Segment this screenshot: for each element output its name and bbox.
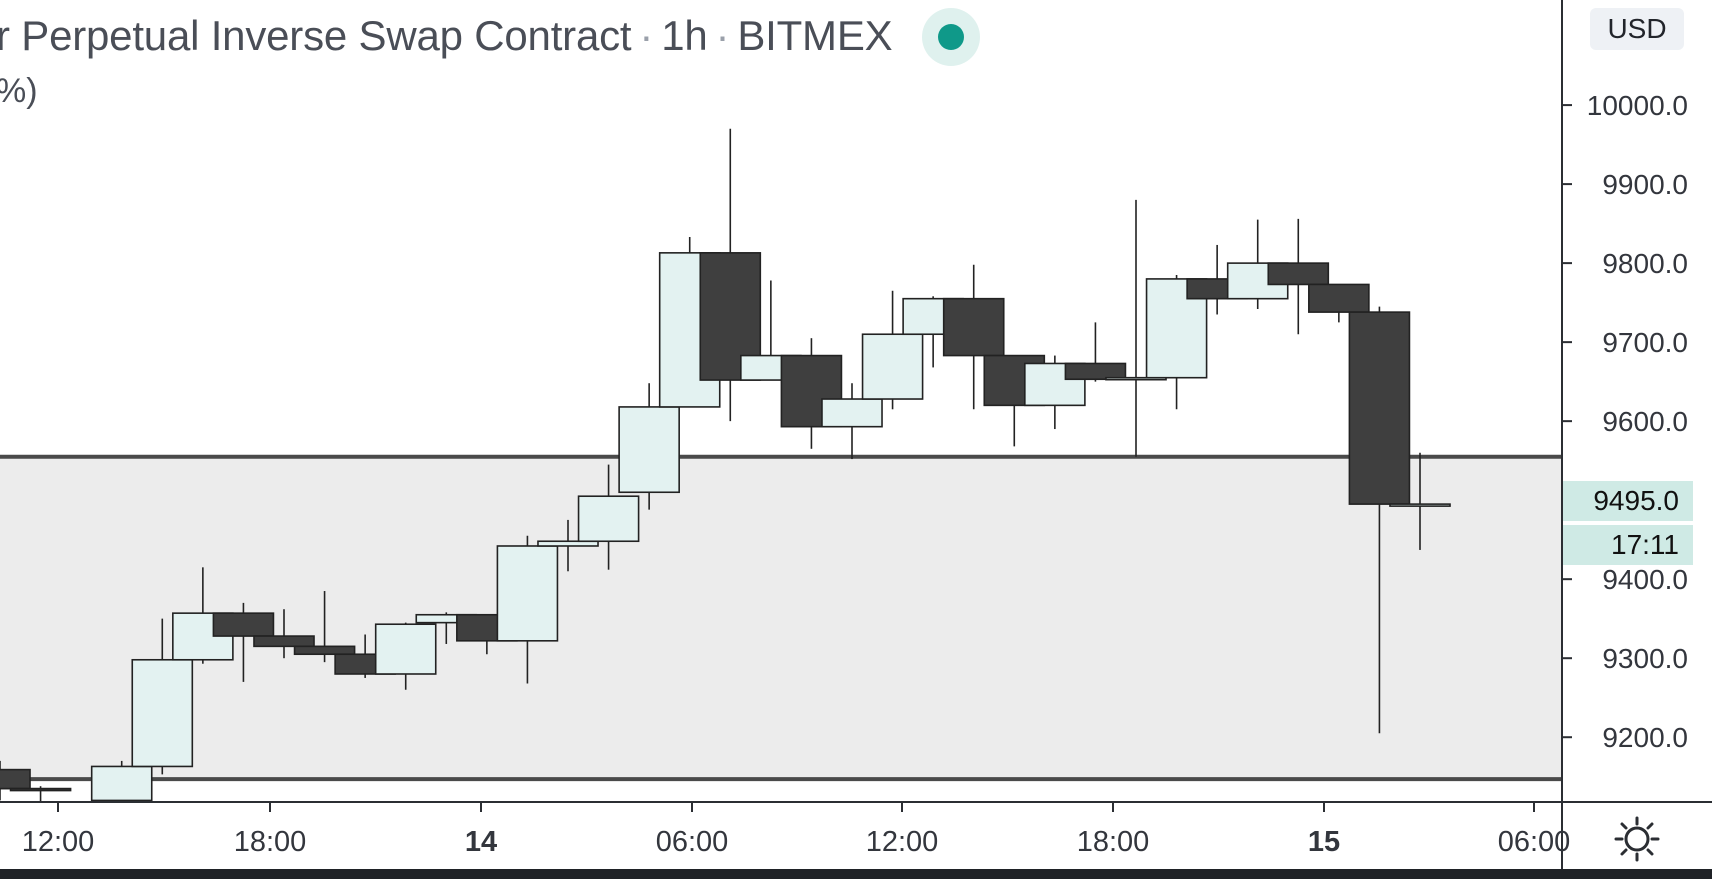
candle-body: [577, 495, 640, 543]
candle-body: [861, 333, 924, 400]
chart-title: r Perpetual Inverse Swap Contract · 1h · BIT…: [0, 12, 893, 60]
candle: [0, 760, 31, 801]
live-dot-icon: [938, 24, 964, 50]
time-axis-label: 06:00: [656, 826, 729, 858]
currency-button[interactable]: USD: [1590, 8, 1684, 50]
candle-body: [1064, 362, 1127, 381]
candle-body: [1389, 503, 1451, 507]
candle: [212, 602, 275, 682]
candle: [1267, 218, 1330, 335]
candles: [0, 128, 1451, 802]
candle: [861, 290, 924, 410]
interval-label[interactable]: 1h: [661, 12, 708, 59]
candle-body: [1348, 311, 1411, 505]
time-axis-label: 15: [1308, 826, 1340, 858]
candle-body: [1105, 376, 1167, 381]
time-axis-label: 12:00: [22, 826, 95, 858]
price-axis-label: 9200.0: [1602, 722, 1688, 753]
price-axis-label: 9600.0: [1602, 406, 1688, 437]
candle: [1348, 306, 1411, 734]
candle-body: [618, 406, 680, 494]
candle: [577, 464, 640, 570]
candle: [1389, 452, 1451, 550]
price-axis-label: 10000.0: [1587, 90, 1688, 121]
time-axis-label: 18:00: [1077, 826, 1150, 858]
candle: [90, 760, 153, 802]
bottom-bar: [0, 869, 1712, 879]
time-axis-label: 12:00: [866, 826, 939, 858]
candle-body: [1267, 262, 1330, 286]
candle-body: [131, 658, 194, 768]
candle-body: [1308, 283, 1370, 313]
title-separator: ·: [639, 12, 654, 59]
candle: [942, 264, 1005, 410]
candle: [537, 519, 599, 572]
price-axis: 10000.0 9900.0 9800.0 9700.0 9600.0 9400.0 930…: [1562, 90, 1688, 753]
candle: [374, 622, 437, 690]
candle-body: [496, 545, 559, 642]
candle-body: [0, 768, 31, 790]
candle-body: [821, 398, 883, 428]
candle: [293, 591, 356, 663]
candle-body: [537, 540, 599, 547]
price-axis-label: 9900.0: [1602, 169, 1688, 200]
price-axis-label: 9700.0: [1602, 327, 1688, 358]
settings-icon[interactable]: [1612, 814, 1662, 864]
candle: [618, 383, 680, 510]
candle-body: [9, 787, 72, 792]
price-axis-label: 9800.0: [1602, 248, 1688, 279]
exchange-label: BITMEX: [737, 12, 893, 59]
candle: [496, 535, 559, 684]
candle-body: [374, 623, 437, 675]
candle: [1105, 199, 1167, 457]
candle: [131, 618, 194, 775]
title-separator: ·: [715, 12, 730, 59]
bar-countdown-label: 17:11: [1563, 525, 1693, 565]
candle-body: [253, 635, 315, 648]
candle: [1064, 322, 1127, 382]
indicator-legend: %): [0, 72, 38, 110]
market-status-indicator[interactable]: [922, 8, 980, 66]
candle: [9, 786, 72, 802]
candle: [780, 338, 843, 449]
candle: [1308, 283, 1370, 323]
candle: [821, 383, 883, 460]
candle: [253, 609, 315, 659]
symbol-title: r Perpetual Inverse Swap Contract: [0, 12, 632, 59]
time-axis-label: 18:00: [234, 826, 307, 858]
candle-body: [293, 645, 356, 656]
candle-body: [212, 612, 275, 637]
price-axis-label: 9300.0: [1602, 643, 1688, 674]
candle-body: [942, 297, 1005, 357]
candle-body: [90, 765, 153, 802]
last-price-label: 9495.0: [1563, 481, 1693, 521]
time-axis-label: 06:00: [1498, 826, 1571, 858]
price-axis-label: 9400.0: [1602, 564, 1688, 595]
time-axis-label: 14: [465, 826, 497, 858]
time-axis: 12:00 18:00 14 06:00 12:00 18:00 15 06:00: [22, 802, 1571, 858]
